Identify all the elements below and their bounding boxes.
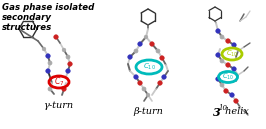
- Circle shape: [230, 93, 234, 97]
- Circle shape: [216, 77, 220, 81]
- Circle shape: [224, 89, 228, 93]
- Circle shape: [216, 53, 220, 57]
- Text: 10: 10: [219, 104, 228, 112]
- Circle shape: [134, 75, 138, 79]
- Text: β-turn: β-turn: [133, 107, 163, 116]
- Circle shape: [66, 55, 70, 59]
- Text: secondary: secondary: [2, 13, 52, 22]
- Circle shape: [48, 61, 52, 65]
- Circle shape: [142, 87, 146, 91]
- Text: structures: structures: [2, 23, 52, 32]
- Circle shape: [156, 49, 160, 53]
- Circle shape: [160, 56, 164, 60]
- Circle shape: [220, 83, 224, 87]
- Circle shape: [232, 67, 236, 71]
- Text: $C_7$: $C_7$: [54, 76, 64, 88]
- Circle shape: [146, 93, 150, 97]
- Text: $C_{10}$: $C_{10}$: [226, 49, 238, 59]
- Circle shape: [138, 81, 142, 85]
- Text: helix: helix: [222, 107, 249, 116]
- Circle shape: [216, 29, 220, 33]
- Circle shape: [42, 47, 46, 51]
- Circle shape: [144, 35, 148, 39]
- Circle shape: [62, 87, 66, 91]
- Circle shape: [226, 39, 230, 43]
- Circle shape: [62, 48, 66, 52]
- Circle shape: [138, 42, 142, 46]
- Circle shape: [66, 69, 70, 73]
- Circle shape: [226, 63, 230, 67]
- Circle shape: [232, 43, 236, 47]
- Text: $C_{10}$: $C_{10}$: [222, 72, 234, 82]
- Text: 3: 3: [213, 107, 221, 118]
- Circle shape: [68, 62, 72, 66]
- Text: γ-turn: γ-turn: [43, 101, 73, 110]
- Circle shape: [128, 55, 132, 59]
- Circle shape: [234, 99, 238, 103]
- Circle shape: [162, 75, 166, 79]
- Text: $C_{10}$: $C_{10}$: [143, 62, 155, 72]
- Circle shape: [46, 69, 50, 73]
- Circle shape: [150, 42, 154, 46]
- Circle shape: [48, 87, 52, 91]
- Circle shape: [220, 59, 224, 63]
- Circle shape: [54, 35, 58, 39]
- Circle shape: [220, 35, 224, 39]
- Text: Gas phase isolated: Gas phase isolated: [2, 3, 94, 12]
- Circle shape: [134, 49, 138, 53]
- Circle shape: [46, 54, 50, 58]
- Circle shape: [158, 81, 162, 85]
